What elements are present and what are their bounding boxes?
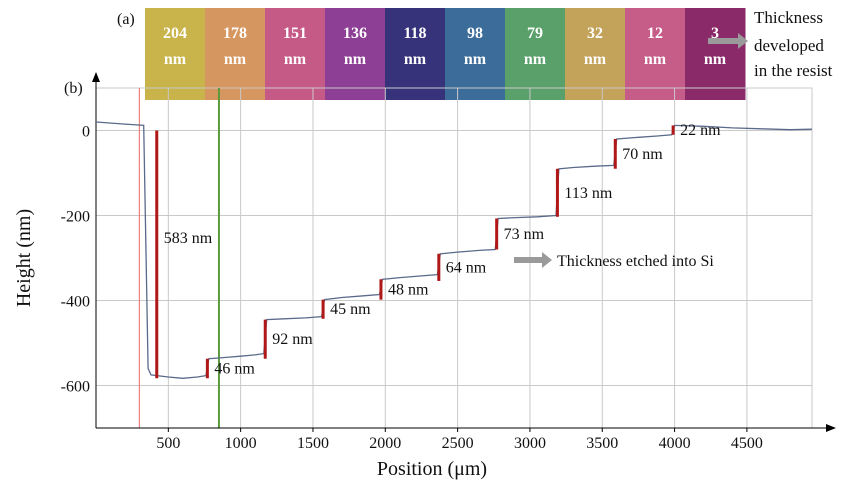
swatch-32 xyxy=(565,8,626,100)
x-tick-label-4500: 4500 xyxy=(731,435,763,452)
strip-annotation-line3: in the resist xyxy=(754,61,833,80)
chart-axes xyxy=(92,72,836,432)
step-label-4: 48 nm xyxy=(388,281,429,298)
x-tick-label-3500: 3500 xyxy=(586,435,618,452)
callout-text: Thickness etched into Si xyxy=(557,253,714,270)
swatch-value-12: 12 xyxy=(647,25,663,42)
step-label-7: 113 nm xyxy=(564,185,612,202)
x-tick-label-1500: 1500 xyxy=(297,435,329,452)
swatch-unit-32: nm xyxy=(584,51,607,68)
step-label-1: 46 nm xyxy=(214,361,255,378)
step-label-6: 73 nm xyxy=(504,226,545,243)
x-tick-label-500: 500 xyxy=(156,435,180,452)
y-tick-label-0: 0 xyxy=(82,124,90,141)
x-tick-labels: 500 1000 1500 2000 2500 3000 3500 4000 4500 xyxy=(156,428,763,452)
swatch-value-204: 204 xyxy=(163,25,187,42)
swatch-unit-79: nm xyxy=(524,51,547,68)
swatch-unit-98: nm xyxy=(464,51,487,68)
swatch-value-178: 178 xyxy=(223,25,247,42)
y-axis-label: Height (nm) xyxy=(13,209,35,307)
swatch-3 xyxy=(685,8,746,100)
swatch-12 xyxy=(625,8,686,100)
step-label-5: 64 nm xyxy=(446,259,487,276)
x-tick-label-4000: 4000 xyxy=(659,435,691,452)
x-tick-label-3000: 3000 xyxy=(514,435,546,452)
chart-vertical-lines xyxy=(138,88,220,428)
strip-annotation-line2: developed xyxy=(754,36,824,55)
step-markers: 583 nm 46 nm 92 nm 45 nm 48 nm 64 nm 73 nm 113 … xyxy=(155,122,721,379)
swatch-value-79: 79 xyxy=(527,25,543,42)
panel-label-b: (b) xyxy=(64,80,83,97)
etch-callout: Thickness etched into Si xyxy=(514,252,714,270)
x-axis-arrow-icon xyxy=(826,424,836,432)
y-tick-label--600: -600 xyxy=(61,379,90,396)
profile-trace xyxy=(95,121,813,379)
swatch-value-136: 136 xyxy=(343,25,367,42)
swatch-151 xyxy=(265,8,326,100)
y-axis-arrow-icon xyxy=(92,72,100,82)
step-label-3: 45 nm xyxy=(330,301,371,318)
swatch-value-151: 151 xyxy=(283,25,307,42)
step-label-8: 70 nm xyxy=(622,146,663,163)
swatch-value-32: 32 xyxy=(587,25,603,42)
swatch-204 xyxy=(145,8,206,100)
swatch-79 xyxy=(505,8,566,100)
swatch-unit-178: nm xyxy=(224,51,247,68)
swatch-value-3: 3 xyxy=(711,25,719,42)
swatch-unit-12: nm xyxy=(644,51,667,68)
swatch-unit-136: nm xyxy=(344,51,367,68)
swatch-118 xyxy=(385,8,446,100)
step-label-9: 22 nm xyxy=(680,122,721,139)
panel-label-a: (a) xyxy=(117,11,135,28)
swatch-136 xyxy=(325,8,386,100)
step-label-2: 92 nm xyxy=(272,331,313,348)
swatch-unit-204: nm xyxy=(164,51,187,68)
y-tick-label--400: -400 xyxy=(61,294,90,311)
color-strip: 204 nm 178 nm 151 nm 136 nm 118 nm 98 nm 79 nm 32 nm 12 n… xyxy=(145,8,746,100)
x-tick-label-2000: 2000 xyxy=(369,435,401,452)
x-axis-label: Position (μm) xyxy=(377,458,487,480)
swatch-unit-118: nm xyxy=(404,51,427,68)
profile-chart: 500 1000 1500 2000 2500 3000 3500 4000 4500 0 -20… xyxy=(13,72,836,480)
x-tick-label-1000: 1000 xyxy=(225,435,257,452)
y-tick-labels: 0 -200 -400 -600 xyxy=(61,124,90,396)
x-tick-label-2500: 2500 xyxy=(442,435,474,452)
y-tick-label--200: -200 xyxy=(61,209,90,226)
strip-annotation-line1: Thickness xyxy=(754,8,823,27)
strip-arrow-icon xyxy=(708,33,748,49)
strip-annotation: Thickness developed in the resist xyxy=(708,8,833,80)
step-label-0: 583 nm xyxy=(164,230,213,247)
swatch-178 xyxy=(205,8,266,100)
swatch-unit-3: nm xyxy=(704,51,727,68)
swatch-value-118: 118 xyxy=(403,25,426,42)
swatch-98 xyxy=(445,8,506,100)
swatch-unit-151: nm xyxy=(284,51,307,68)
swatch-value-98: 98 xyxy=(467,25,483,42)
callout-arrow-icon xyxy=(514,252,552,268)
